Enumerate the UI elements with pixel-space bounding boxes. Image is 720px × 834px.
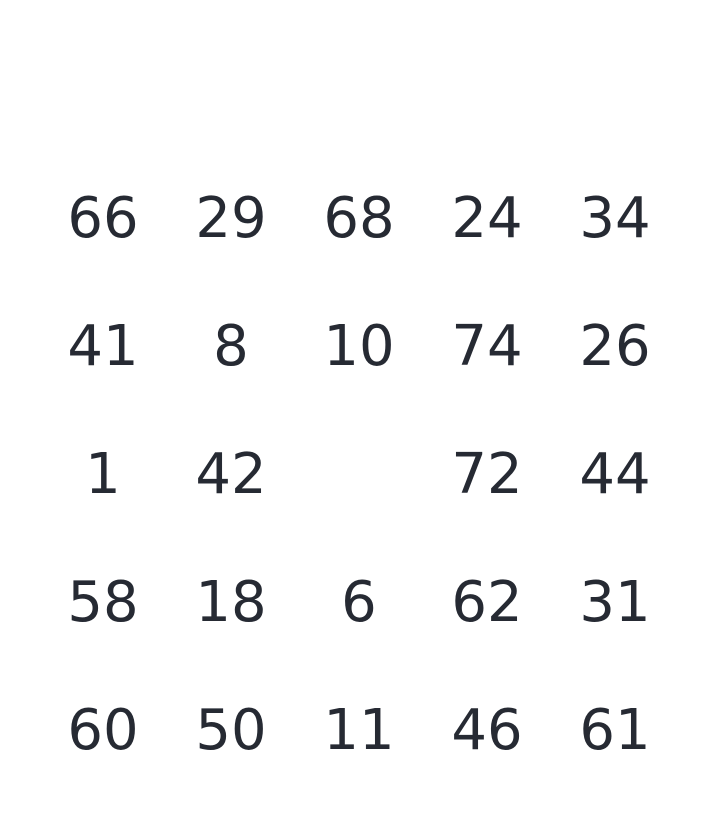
grid-cell[interactable]: 74 — [451, 314, 523, 379]
grid-cell[interactable]: 58 — [67, 570, 139, 635]
grid-cell[interactable]: 66 — [67, 186, 139, 251]
grid-cell[interactable]: 26 — [579, 314, 651, 379]
grid-cell[interactable]: 31 — [579, 570, 651, 635]
grid-cell[interactable]: 61 — [579, 698, 651, 763]
grid-cell[interactable]: 68 — [323, 186, 395, 251]
grid-cell[interactable]: 18 — [195, 570, 267, 635]
grid-cell[interactable]: 44 — [579, 442, 651, 507]
grid-cell[interactable]: 60 — [67, 698, 139, 763]
grid-cell[interactable]: 29 — [195, 186, 267, 251]
grid-cell[interactable]: 34 — [579, 186, 651, 251]
empty-cell — [295, 411, 423, 539]
grid-cell[interactable]: 24 — [451, 186, 523, 251]
grid-cell[interactable]: 62 — [451, 570, 523, 635]
grid-cell[interactable]: 72 — [451, 442, 523, 507]
grid-cell[interactable]: 8 — [213, 314, 249, 379]
grid-cell[interactable]: 41 — [67, 314, 139, 379]
grid-cell[interactable]: 50 — [195, 698, 267, 763]
number-grid: 66 29 68 24 34 41 8 10 74 26 1 42 72 44 … — [39, 155, 679, 795]
grid-cell[interactable]: 1 — [85, 442, 121, 507]
grid-cell[interactable]: 46 — [451, 698, 523, 763]
grid-cell[interactable]: 42 — [195, 442, 267, 507]
grid-cell[interactable]: 6 — [341, 570, 377, 635]
grid-cell[interactable]: 10 — [323, 314, 395, 379]
grid-cell[interactable]: 11 — [323, 698, 395, 763]
